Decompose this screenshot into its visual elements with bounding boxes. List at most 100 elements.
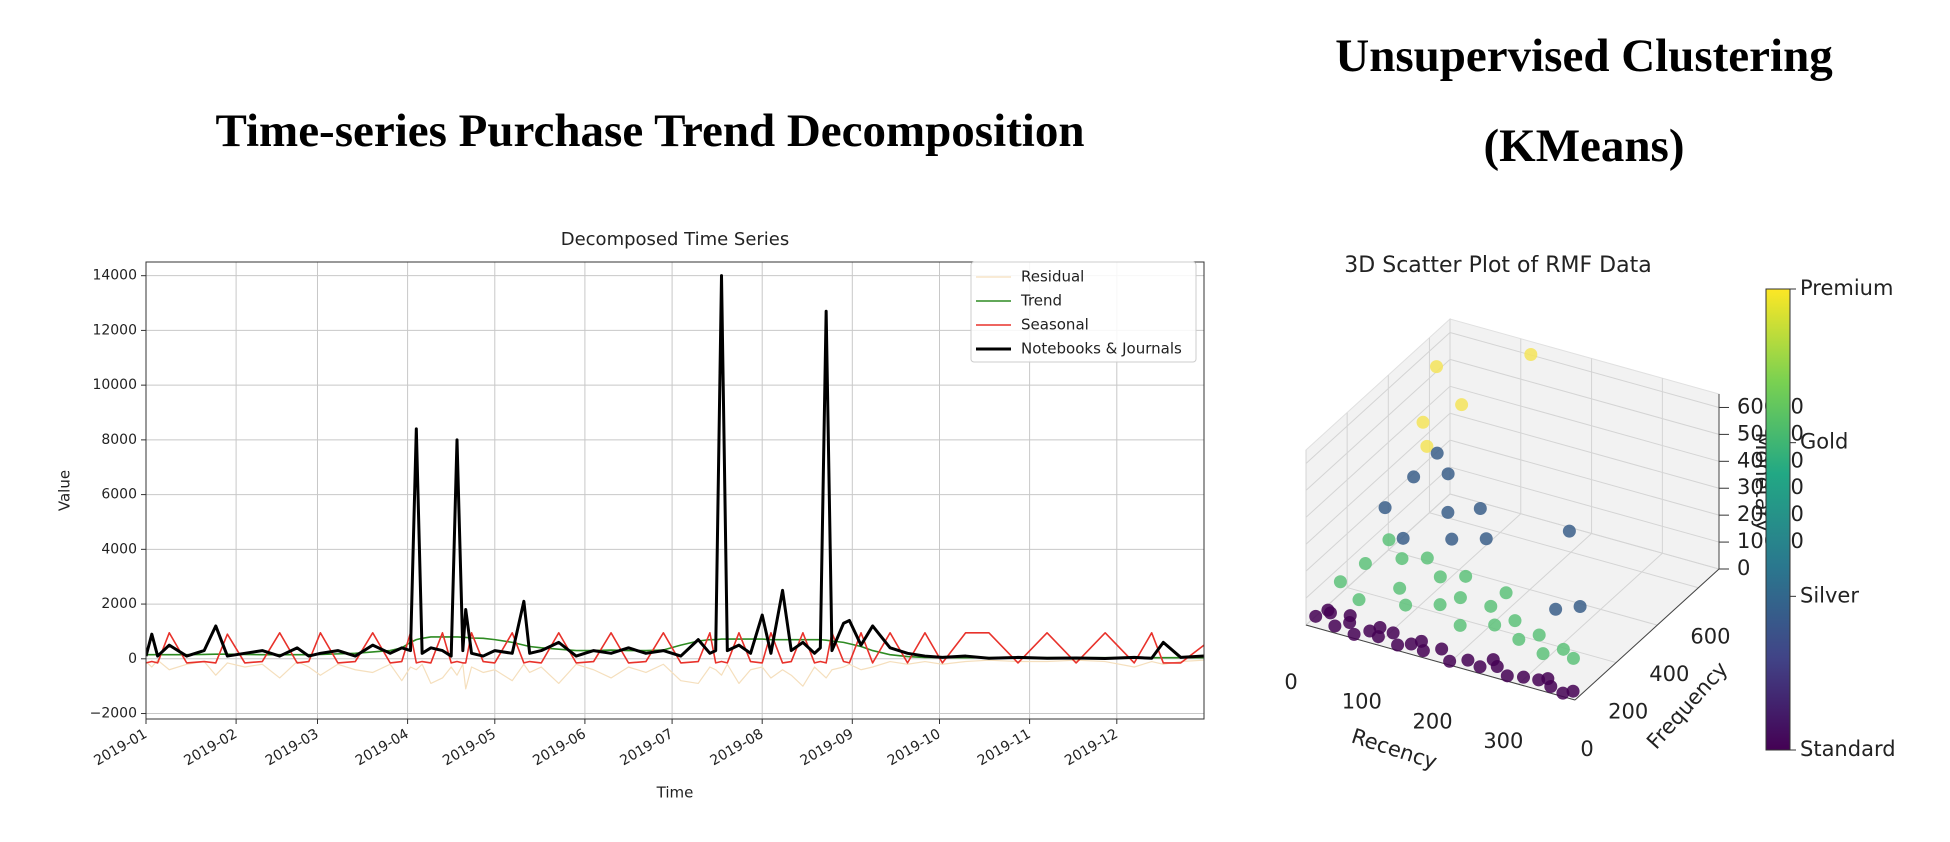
y-tick-label: 200 [1608,700,1648,724]
point [1556,642,1570,656]
point [1420,439,1434,453]
point [1488,618,1502,632]
point [1373,620,1387,634]
grid-line [1305,493,1451,626]
x-tick-label: 2019-02 [181,726,240,769]
chart-title: 3D Scatter Plot of RMF Data [1344,253,1651,278]
y-tick-label: 0 [1580,737,1593,761]
x-tick-label: 2019-05 [440,726,499,769]
grid-line [1305,385,1451,518]
point [1378,501,1392,515]
point [1443,654,1457,668]
grid-line [1305,359,1451,491]
z-tick-label: 0 [1737,556,1750,580]
y-tick-label: 0 [128,651,137,667]
point [1473,660,1487,674]
point [1500,669,1514,683]
point [1396,531,1410,545]
point [1382,533,1396,547]
x-tick-label: 2019-08 [708,726,767,769]
point [1473,501,1487,515]
grid-line [1449,493,1720,570]
point [1562,524,1576,538]
grid-line [1376,513,1522,646]
point [1566,684,1580,698]
point [1352,593,1366,607]
point [1420,551,1434,565]
grid-line [1449,385,1720,462]
section-heading: Unsupervised Clustering (KMeans) [1335,30,1833,172]
point [1541,672,1555,686]
y-tick-label: 8000 [101,432,137,448]
grid-line [1449,358,1720,435]
grid-line [1449,466,1720,543]
chart-title: Decomposed Time Series [561,229,790,250]
grid-line [1305,332,1451,464]
point [1445,532,1459,546]
y-axis-label: Value [56,470,74,511]
point [1333,575,1347,589]
point [1484,599,1498,613]
x-tick-label: 0 [1284,670,1297,694]
point [1343,609,1357,623]
grid-line [1518,552,1663,685]
point [1508,614,1522,628]
x-tick-label: 200 [1413,709,1453,733]
grid-line [1447,533,1592,665]
point [1441,505,1455,519]
colorbar-label: Silver [1800,583,1859,607]
legend-box [970,261,1197,363]
grid-line [1388,549,1658,626]
point [1435,642,1449,656]
x-tick-label: 2019-07 [617,726,676,769]
x-axis-label: Time [656,784,694,802]
y-tick-label: 4000 [101,541,137,557]
point [1309,609,1323,623]
point [1395,552,1409,566]
grid-line [1305,439,1451,572]
point [1459,569,1473,583]
x-tick-label: 2019-11 [975,726,1034,769]
grid-line [1449,412,1720,489]
point [1414,634,1428,648]
x-tick-label: 2019-03 [263,726,322,769]
point [1391,638,1405,652]
plot-frame [145,261,1205,720]
grid-line [1429,512,1699,589]
point [1486,653,1500,667]
point [1393,581,1407,595]
point [1404,637,1418,651]
point [1399,598,1413,612]
section-heading: Time-series Purchase Trend Decomposition [215,105,1085,157]
grid-line [1347,587,1617,664]
point [1358,557,1372,571]
point [1549,602,1563,616]
point [1430,446,1444,460]
x-tick-label: 2019-10 [885,726,944,769]
grid-line [1305,412,1451,545]
y-tick-label: 14000 [92,268,137,284]
point [1328,619,1342,633]
point [1433,570,1447,584]
colorbar [1765,288,1791,751]
point [1407,470,1421,484]
point [1461,653,1475,667]
y-axis [1574,568,1720,701]
point [1517,670,1531,684]
point [1347,627,1361,641]
point [1416,415,1430,429]
legend-label: Notebooks & Journals [1021,340,1182,358]
y-tick-label: 10000 [92,377,137,393]
point [1532,628,1546,642]
point [1430,360,1444,374]
point [1453,618,1467,632]
point [1479,532,1493,546]
y-tick-label: 2000 [101,596,137,612]
x-tick-label: 2019-06 [530,726,589,769]
point [1524,348,1538,362]
x-tick-label: 2019-12 [1062,726,1121,769]
legend-label: Trend [1020,292,1062,310]
y-tick-label: 600 [1690,625,1730,649]
